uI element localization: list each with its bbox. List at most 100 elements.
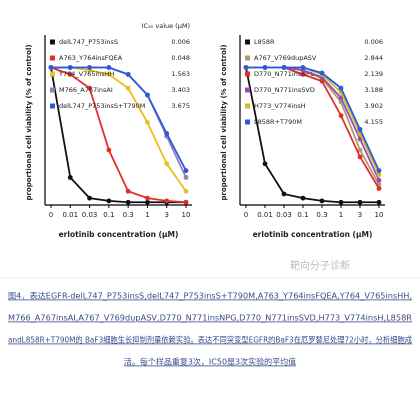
legend-title: IC₅₀ value (μM)	[142, 22, 190, 30]
data-point	[183, 188, 189, 194]
x-tick-label: 0.03	[276, 211, 292, 219]
data-point	[87, 195, 92, 201]
data-point	[338, 85, 344, 91]
data-point	[183, 175, 189, 180]
x-tick-label: 0.01	[62, 211, 78, 219]
data-point	[262, 161, 268, 167]
data-point	[300, 65, 306, 70]
legend-marker	[245, 71, 250, 77]
data-point	[243, 65, 249, 70]
x-tick-label: 0.1	[103, 211, 114, 219]
data-point	[145, 199, 150, 205]
series-line	[246, 66, 380, 172]
data-point	[357, 126, 363, 132]
x-axis-title: erlotinib concentration (μM)	[59, 230, 179, 239]
data-point	[319, 198, 325, 204]
legend-label: Y764_V765insHH	[58, 70, 115, 78]
data-point	[376, 186, 382, 191]
data-point	[281, 65, 287, 70]
x-axis-title: erlotinib concentration (μM)	[253, 230, 373, 239]
data-point	[376, 199, 382, 205]
legend-marker	[245, 103, 250, 109]
data-point	[106, 71, 112, 77]
legend-marker	[50, 39, 55, 45]
legend-marker	[245, 55, 250, 61]
x-tick-label: 0	[244, 211, 248, 219]
data-point	[338, 199, 344, 205]
data-point	[262, 65, 268, 70]
data-point	[125, 188, 131, 194]
data-point	[357, 147, 363, 153]
data-point	[125, 71, 131, 77]
data-point	[376, 168, 382, 174]
legend-label: H773_V774insH	[254, 102, 306, 110]
legend-marker	[245, 39, 250, 45]
x-tick-label: 0.3	[123, 211, 134, 219]
legend-marker	[50, 71, 55, 77]
legend-ic50: 4.155	[364, 118, 383, 126]
legend-ic50: 3.403	[171, 86, 190, 94]
legend-ic50: 3.902	[364, 102, 383, 110]
legend-marker	[50, 55, 55, 61]
data-point	[357, 154, 363, 160]
legend-ic50: 3.675	[171, 102, 190, 110]
legend-marker	[245, 87, 250, 93]
caption-line: andL858R+T790M的 BaF3细胞生长抑制剂量依赖实验。表达不同突变型…	[8, 335, 412, 345]
legend-label: delL747_P753insS+T790M	[59, 102, 145, 110]
y-axis-title: proportional cell viability (% of contro…	[25, 44, 33, 200]
legend-marker	[245, 119, 250, 125]
data-point	[300, 71, 306, 77]
data-point	[183, 199, 189, 205]
x-tick-label: 0.1	[297, 211, 308, 219]
data-point	[67, 175, 73, 180]
data-point	[300, 195, 306, 201]
x-tick-label: 0.01	[257, 211, 273, 219]
legend-marker	[50, 103, 55, 109]
data-point	[48, 65, 54, 70]
data-point	[376, 172, 382, 178]
legend-ic50: 0.006	[364, 38, 383, 46]
x-tick-label: 3	[358, 211, 362, 219]
data-point	[106, 147, 112, 153]
legend-marker	[50, 87, 55, 93]
data-point	[145, 195, 150, 201]
x-tick-label: 0	[49, 211, 53, 219]
x-tick-label: 0.3	[316, 211, 327, 219]
data-point	[164, 161, 170, 167]
x-tick-label: 10	[375, 211, 384, 219]
series-line	[50, 66, 187, 204]
caption-line: M766_A767insAI,A767_V769dupASV,D770_N771…	[8, 314, 412, 323]
data-point	[319, 70, 325, 76]
data-point	[164, 198, 170, 204]
data-point	[145, 92, 150, 98]
data-point	[319, 78, 325, 84]
data-point	[87, 65, 92, 70]
data-point	[376, 177, 382, 183]
data-point	[357, 199, 363, 205]
series-line	[51, 66, 187, 172]
legend-label: L858R	[254, 38, 275, 46]
data-point	[145, 120, 150, 125]
data-point	[125, 85, 131, 91]
data-point	[164, 131, 170, 136]
data-point	[338, 113, 344, 119]
x-tick-label: 0.03	[82, 211, 98, 219]
y-axis-title: proportional cell viability (% of contro…	[220, 44, 228, 200]
caption-line: 活。每个样品重复3次，IC50是3次实验的平均值	[124, 357, 296, 367]
data-point	[67, 71, 73, 77]
data-point	[183, 168, 189, 174]
legend-ic50: 2.139	[364, 70, 383, 78]
data-point	[281, 191, 287, 197]
data-point	[106, 198, 112, 204]
data-point	[106, 65, 112, 70]
legend-ic50: 2.844	[364, 54, 383, 62]
series-line	[245, 67, 379, 204]
x-tick-label: 3	[164, 211, 168, 219]
legend-ic50: 1.563	[171, 70, 190, 78]
legend-label: A767_V769dupASV	[254, 54, 317, 62]
legend-label: delL747_P753insS	[59, 38, 118, 46]
data-point	[67, 65, 73, 70]
legend-ic50: 0.048	[171, 54, 190, 62]
data-point	[125, 199, 131, 205]
